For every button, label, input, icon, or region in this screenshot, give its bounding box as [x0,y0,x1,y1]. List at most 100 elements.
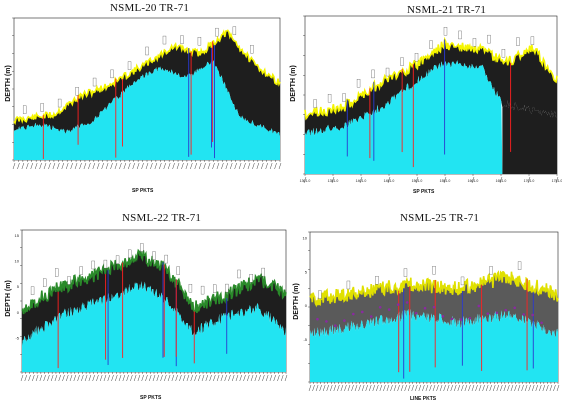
x-tick-label-glyph [450,384,453,392]
x-tick-label-glyph [358,384,361,392]
x-tick-label-glyph [216,374,220,382]
sediment-lower-layer [502,100,557,174]
x-tick-label-glyph [254,374,258,382]
x-tick-label-glyph [312,384,315,392]
chart-plot: 10 5 0 -5 [303,231,560,392]
x-tick-label-glyph [201,374,205,382]
x-tick-label-glyph [239,374,242,382]
data-point [387,308,391,311]
x-tick-label-glyph [213,374,216,382]
x-tick-label-glyph [48,162,51,170]
x-tick-label-glyph [284,374,288,382]
depth-label-tag [55,268,59,277]
depth-label-tag [356,79,361,88]
x-tick-label-glyph [443,384,446,392]
x-tick-label-glyph [247,374,250,382]
x-tick-label-glyph [84,374,88,382]
x-tick-label-glyph [194,374,197,382]
sediment-layer [14,30,280,137]
x-tick-label-glyph [20,374,24,382]
x-tick-label-glyph [510,384,514,392]
x-tick-label-glyph [415,384,418,392]
x-axis-label: LINE PKTS [410,396,437,402]
depth-label-tag [92,77,97,87]
x-tick-label-glyph [361,384,365,392]
y-tick-label: 0 [17,310,20,315]
depth-label-tag [140,243,144,252]
x-tick-label-glyph [172,162,175,170]
sediment-layer [22,250,286,346]
x-tick-label-glyph [261,162,264,170]
x-tick-label-glyph [182,374,186,382]
x-tick-label-glyph [278,162,282,170]
x-tick-label-glyph [446,384,450,392]
data-point [343,319,346,322]
x-tick-label-glyph [553,384,556,392]
data-point [396,303,400,306]
x-tick-label-glyph [167,374,171,382]
x-tick-label-glyph [88,374,92,382]
x-tick-label-glyph [77,374,80,382]
depth-label-tag [22,105,27,114]
x-tick-label-glyph [531,384,535,392]
x-tick-label-glyph [176,162,180,170]
data-point [459,318,463,321]
data-point [531,313,534,317]
x-tick-label-glyph [397,384,400,392]
x-tick-label-glyph [258,374,261,382]
x-tick-label-glyph [133,374,137,382]
depth-label-tag [516,37,520,46]
x-tick-label-glyph [359,176,363,184]
x-tick-label-glyph [73,374,77,382]
data-point [450,317,454,321]
x-tick-label-glyph [303,176,307,184]
x-tick-label-glyph [354,384,358,392]
x-tick-label-glyph [482,384,485,392]
x-tick-label-glyph [485,384,489,392]
y-axis-label: DEPTH (m) [4,65,12,102]
x-tick-label-glyph [496,384,500,392]
x-tick-label-glyph [203,162,206,170]
x-tick-label-glyph [461,384,464,392]
data-point [540,321,543,325]
x-tick-label-glyph [471,176,475,184]
x-tick-label-glyph [234,162,237,170]
x-tick-label-glyph [24,374,28,382]
x-tick-label-glyph [12,162,16,170]
data-point [513,306,516,310]
depth-label-tag [261,267,265,277]
x-tick-label-glyph [464,384,468,392]
x-tick-label-glyph [123,162,127,170]
x-tick-label-glyph [235,374,239,382]
depth-label-tag [489,266,493,275]
y-axis-label: DEPTH (m) [289,65,297,102]
depth-label-tag [200,285,205,295]
x-tick-label-glyph [225,162,229,170]
depth-label-tag [318,290,322,299]
x-axis-label: SP PKTS [140,395,162,401]
x-tick-label-glyph [179,374,182,382]
x-tick-label-glyph [156,374,160,382]
depth-label-tag [213,284,217,293]
x-tick-label-glyph [164,374,167,382]
x-tick-label-glyph [74,162,78,170]
depth-label-tag [180,35,184,44]
depth-label-tag [188,284,193,293]
depth-label-tag [313,99,317,108]
seafloor-edge [309,270,559,308]
x-tick-label-glyph [96,374,99,382]
x-tick-label-glyph [546,384,549,392]
data-point [441,314,445,318]
chart-panel-nsml-21: NSML-21 TR-71 DEPTH (m) SP PKTS 1301.0 13… [285,0,562,200]
x-tick-label-glyph [52,162,56,170]
x-tick-label-glyph [468,384,471,392]
x-tick-label-glyph [492,384,496,392]
x-tick-label-glyph [489,384,492,392]
x-tick-label: 1401.0 [356,179,367,183]
x-tick-label-glyph [340,384,344,392]
x-tick-label-glyph [322,384,326,392]
x-tick-label-glyph [331,176,335,184]
x-tick-label-glyph [99,374,103,382]
x-tick-label-glyph [500,384,503,392]
chart-panel-nsml-25: NSML-25 TR-71 DEPTH (m) LINE PKTS 10 5 0 -5 [290,200,562,403]
